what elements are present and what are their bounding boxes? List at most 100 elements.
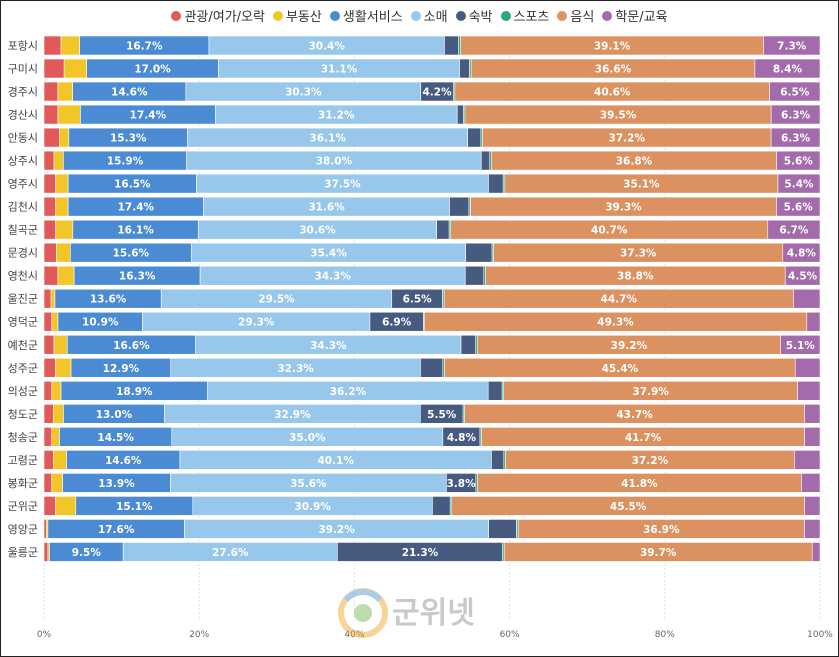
category-label: 포항시 [8,40,38,53]
bar-segment[interactable] [43,519,47,539]
bar-segment[interactable] [806,311,821,332]
bar-segment[interactable] [53,404,64,424]
bar-segment[interactable] [43,58,65,79]
bar-segment[interactable] [487,380,503,401]
bar-segment[interactable] [43,311,53,332]
bar-segment[interactable] [804,404,821,424]
bar-segment[interactable] [420,357,444,378]
bar-segment[interactable] [43,542,49,562]
bar-segment[interactable] [488,173,504,194]
bar-segment[interactable] [801,473,821,493]
bar-segment[interactable] [811,542,821,562]
bar-segment[interactable] [43,242,57,263]
data-label: 49.3% [597,317,634,329]
bar-segment[interactable] [43,427,53,447]
bar-row: 의성군 18.9% 36.2% 37.9% [8,380,821,401]
bar-segment[interactable] [60,35,80,56]
bar-segment[interactable] [460,334,477,355]
bar-segment[interactable] [43,473,53,493]
category-label: 봉화군 [8,477,38,490]
bar-segment[interactable] [432,496,451,516]
data-label: 16.7% [126,41,163,53]
bar-segment[interactable] [777,173,821,194]
bar-segment[interactable] [804,496,821,516]
bar-segment[interactable] [43,196,56,217]
bar-segment[interactable] [459,58,470,79]
bar-segment[interactable] [43,334,55,355]
bar-segment[interactable] [43,173,56,194]
bar-segment[interactable] [782,242,821,263]
bar-segment[interactable] [43,81,59,102]
bar-segment[interactable] [769,81,821,102]
data-label: 31.6% [308,202,345,214]
bar-segment[interactable] [55,196,69,217]
data-label: 14.5% [97,432,134,444]
bar-segment[interactable] [467,127,482,148]
data-label: 14.6% [105,455,142,467]
bar-segment[interactable] [794,450,821,470]
bar-segment[interactable] [57,104,81,125]
bar-segment[interactable] [55,219,74,240]
data-label: 37.3% [620,248,657,260]
data-label: 32.9% [274,409,311,421]
bar-segment[interactable] [793,288,821,309]
data-label: 4.2% [422,87,452,99]
bar-segment[interactable] [456,104,464,125]
bar-segment[interactable] [488,519,517,539]
data-label: 39.2% [318,524,355,536]
bar-segment[interactable] [464,265,485,286]
bar-segment[interactable] [56,242,71,263]
data-label: 12.9% [103,363,140,375]
bar-segment[interactable] [43,127,60,148]
bar-segment[interactable] [797,380,821,401]
bar-segment[interactable] [770,127,821,148]
bar-segment[interactable] [767,219,821,240]
bar-segment[interactable] [776,150,821,171]
bar-segment[interactable] [465,242,493,263]
bar-segment[interactable] [770,104,821,125]
bar-segment[interactable] [776,196,821,217]
bar-segment[interactable] [43,288,52,309]
bar-segment[interactable] [43,404,54,424]
bar-segment[interactable] [444,35,459,56]
data-label: 6.5% [403,294,433,306]
bar-segment[interactable] [51,427,60,447]
bar-segment[interactable] [804,519,821,539]
bar-segment[interactable] [43,450,54,470]
bar-segment[interactable] [449,196,470,217]
bar-segment[interactable] [780,334,821,355]
bar-row: 영주시 16.5% 37.5% 35.1% 5.4% [8,173,821,194]
bar-segment[interactable] [43,265,59,286]
bar-segment[interactable] [51,311,59,332]
bar-segment[interactable] [50,288,56,309]
bar-segment[interactable] [43,496,56,516]
bar-segment[interactable] [804,427,821,447]
bar-segment[interactable] [53,150,64,171]
bar-segment[interactable] [784,265,821,286]
bar-segment[interactable] [480,150,491,171]
category-label: 경산시 [8,109,38,122]
bar-segment[interactable] [59,127,70,148]
bar-segment[interactable] [55,496,77,516]
bar-segment[interactable] [436,219,450,240]
bar-segment[interactable] [55,357,72,378]
bar-segment[interactable] [43,380,53,401]
bar-segment[interactable] [51,380,62,401]
bar-segment[interactable] [754,58,821,79]
bar-segment[interactable] [43,219,56,240]
bar-segment[interactable] [53,334,68,355]
bar-segment[interactable] [53,450,67,470]
bar-segment[interactable] [43,357,56,378]
bar-segment[interactable] [51,473,63,493]
bar-segment[interactable] [43,150,55,171]
bar-segment[interactable] [63,58,87,79]
bar-segment[interactable] [57,81,73,102]
bar-segment[interactable] [57,265,75,286]
bar-segment[interactable] [43,35,62,56]
bar-segment[interactable] [43,104,59,125]
bar-segment[interactable] [763,35,821,56]
bar-segment[interactable] [55,173,69,194]
bar-segment[interactable] [794,357,821,378]
bar-segment[interactable] [491,450,505,470]
bar-segment[interactable] [458,35,461,56]
